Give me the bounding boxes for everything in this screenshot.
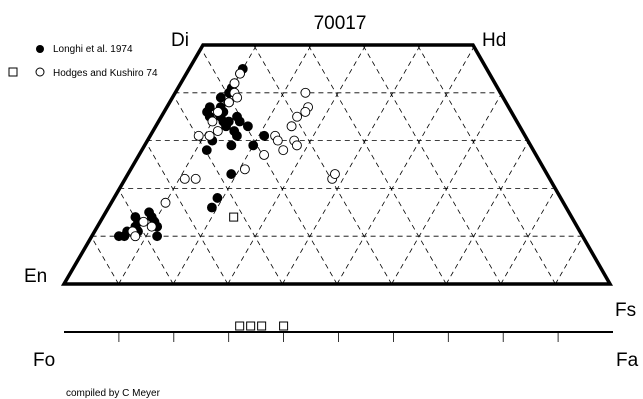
olivine-point-open-square [235, 321, 245, 331]
data-point-open-circle [138, 216, 149, 227]
grid-line-fs-20-right [172, 44, 312, 285]
grid-line-fs-50-left [200, 47, 338, 285]
data-point-open-circle [286, 121, 297, 132]
data-point-open-circle [160, 197, 171, 208]
grid-line-fs-30-left [145, 141, 229, 285]
corner-label-fs: Fs [615, 300, 636, 321]
data-point-open-circle [291, 140, 302, 151]
data-point-open-circle [193, 130, 204, 141]
legend-marker-filled-circle [36, 45, 44, 53]
data-point-open-circle [232, 92, 243, 103]
olivine-point-open-square [279, 321, 289, 331]
data-point-open-circle [259, 149, 270, 160]
data-point-open-circle [272, 135, 283, 146]
data-points [113, 64, 340, 331]
data-point-open-square [229, 212, 239, 222]
data-point-filled-circle [232, 130, 242, 141]
chart-title: 70017 [314, 13, 367, 34]
data-point-open-circle [239, 164, 250, 175]
data-point-filled-circle [221, 121, 231, 132]
legend-marker-open-square [8, 67, 18, 77]
legend-label-longhi: Longhi et al. 1974 [53, 44, 133, 55]
grid-line-fs-40-left [172, 94, 283, 285]
olivine-point-open-square [257, 321, 267, 331]
data-point-open-circle [204, 130, 215, 141]
data-point-open-circle [207, 116, 218, 127]
grid-line-fs-80-left [362, 44, 502, 285]
corner-label-hd: Hd [482, 30, 506, 51]
grid-lines [90, 44, 584, 285]
corner-label-en: En [24, 266, 47, 287]
data-point-filled-circle [201, 145, 212, 156]
data-point-filled-circle [215, 92, 226, 103]
data-point-open-circle [213, 106, 223, 117]
grid-line-fs-70-right [445, 141, 529, 285]
data-point-open-circle [179, 173, 190, 184]
axis-label-fo: Fo [33, 350, 55, 371]
data-point-filled-circle [226, 140, 237, 151]
data-point-open-circle [330, 169, 340, 180]
data-point-filled-circle [242, 121, 253, 132]
olivine-axis [64, 331, 613, 342]
data-point-open-circle [212, 126, 223, 136]
grid-line-fs-90-right [555, 236, 584, 285]
grid-line-fs-50-right [336, 47, 474, 285]
grid-line-fs-30-right [227, 44, 367, 285]
data-point-open-circle [190, 173, 201, 184]
grid-line-fs-60-left [253, 44, 392, 285]
data-point-open-circle [235, 68, 245, 79]
data-point-open-circle [146, 221, 157, 232]
data-point-open-circle [300, 106, 311, 117]
data-point-open-circle [229, 78, 240, 89]
data-point-open-circle [300, 87, 311, 98]
data-point-open-circle [130, 231, 141, 242]
olivine-point-open-square [246, 321, 256, 331]
data-point-filled-circle [259, 130, 270, 141]
data-point-filled-circle [212, 193, 223, 203]
data-point-open-circle [223, 97, 234, 108]
data-point-filled-circle [206, 202, 217, 213]
data-point-filled-circle [119, 231, 130, 242]
grid-line-fs-20-left [118, 189, 174, 285]
axis-label-fa: Fa [616, 350, 639, 371]
grid-line-fs-70-left [307, 44, 447, 285]
quadrilateral-outline [60, 43, 614, 286]
grid-line-fs-40-right [282, 44, 421, 285]
legend-marker-open-circle [35, 67, 45, 77]
data-point-filled-circle [234, 116, 245, 127]
data-point-filled-circle [152, 231, 163, 242]
data-point-open-circle [292, 111, 303, 122]
data-point-filled-circle [226, 169, 237, 179]
corner-label-di: Di [171, 30, 189, 51]
data-point-filled-circle [248, 140, 259, 151]
legend: Longhi et al. 1974 Hodges and Kushiro 74 [8, 44, 158, 79]
data-point-open-circle [278, 145, 289, 156]
grid-line-fs-10-left [90, 236, 119, 285]
credit-text: compiled by C Meyer [66, 388, 161, 399]
legend-label-hodges: Hodges and Kushiro 74 [53, 68, 158, 79]
grid-line-fs-90-left [417, 44, 556, 285]
